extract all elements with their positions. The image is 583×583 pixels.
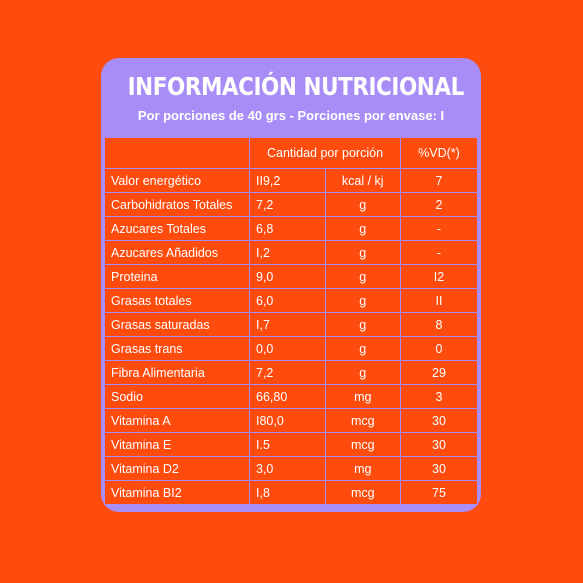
table-row: Proteina 9,0 g I2	[104, 264, 478, 289]
nutrient-name: Carbohidratos Totales	[104, 192, 250, 217]
nutrient-value: I,8	[249, 480, 326, 505]
nutrition-card: INFORMACIÓN NUTRICIONAL Por porciones de…	[101, 58, 481, 512]
nutrient-value: II9,2	[249, 168, 326, 193]
nutrient-name: Fibra Alimentaria	[104, 360, 250, 385]
table-row: Vitamina E I.5 mcg 30	[104, 432, 478, 457]
nutrient-unit: mcg	[324, 432, 401, 457]
nutrient-unit: g	[324, 336, 401, 361]
nutrient-vd: 3	[400, 384, 478, 409]
table-row: Azucares Añadidos I,2 g -	[104, 240, 478, 265]
nutrient-value: I,2	[249, 240, 326, 265]
header-cantidad: Cantidad por porción	[249, 137, 401, 169]
nutrient-vd: 8	[400, 312, 478, 337]
table-row: Sodio 66,80 mg 3	[104, 384, 478, 409]
nutrient-vd: -	[400, 216, 478, 241]
nutrient-name: Vitamina E	[104, 432, 250, 457]
nutrient-vd: 75	[400, 480, 478, 505]
nutrient-unit: g	[324, 360, 401, 385]
nutrient-vd: 30	[400, 432, 478, 457]
nutrient-unit: mg	[324, 384, 401, 409]
nutrient-name: Sodio	[104, 384, 250, 409]
nutrient-value: 6,8	[249, 216, 326, 241]
nutrient-value: I.5	[249, 432, 326, 457]
nutrient-name: Azucares Totales	[104, 216, 250, 241]
nutrient-value: I,7	[249, 312, 326, 337]
nutrient-unit: g	[324, 312, 401, 337]
nutrition-title: INFORMACIÓN NUTRICIONAL	[127, 72, 465, 101]
nutrient-vd: 2	[400, 192, 478, 217]
nutrient-value: 66,80	[249, 384, 326, 409]
nutrient-vd: I2	[400, 264, 478, 289]
table-row: Grasas saturadas I,7 g 8	[104, 312, 478, 337]
table-row: Carbohidratos Totales 7,2 g 2	[104, 192, 478, 217]
nutrient-name: Grasas trans	[104, 336, 250, 361]
nutrient-vd: II	[400, 288, 478, 313]
nutrient-unit: g	[324, 216, 401, 241]
table-row: Grasas trans 0,0 g 0	[104, 336, 478, 361]
nutrient-name: Grasas totales	[104, 288, 250, 313]
table-body: Valor energético II9,2 kcal / kj 7 Carbohidr…	[104, 168, 478, 505]
nutrient-name: Azucares Añadidos	[104, 240, 250, 265]
table-row: Azucares Totales 6,8 g -	[104, 216, 478, 241]
nutrient-name: Vitamina BI2	[104, 480, 250, 505]
nutrient-value: 9,0	[249, 264, 326, 289]
nutrient-value: 6,0	[249, 288, 326, 313]
nutrient-vd: 7	[400, 168, 478, 193]
nutrient-value: 7,2	[249, 192, 326, 217]
nutrient-unit: g	[324, 264, 401, 289]
nutrient-name: Vitamina A	[104, 408, 250, 433]
nutrient-name: Proteina	[104, 264, 250, 289]
table-row: Vitamina BI2 I,8 mcg 75	[104, 480, 478, 505]
header-blank	[104, 137, 250, 169]
table-row: Fibra Alimentaria 7,2 g 29	[104, 360, 478, 385]
nutrient-vd: 30	[400, 408, 478, 433]
nutrient-name: Grasas saturadas	[104, 312, 250, 337]
nutrient-value: I80,0	[249, 408, 326, 433]
table-row: Vitamina A I80,0 mcg 30	[104, 408, 478, 433]
nutrition-table: Cantidad por porción %VD(*) Valor energé…	[104, 137, 478, 505]
nutrient-vd: -	[400, 240, 478, 265]
nutrient-name: Vitamina D2	[104, 456, 250, 481]
nutrient-vd: 0	[400, 336, 478, 361]
nutrient-vd: 30	[400, 456, 478, 481]
nutrient-unit: kcal / kj	[324, 168, 401, 193]
nutrient-unit: g	[324, 192, 401, 217]
nutrient-unit: mcg	[324, 480, 401, 505]
table-row: Valor energético II9,2 kcal / kj 7	[104, 168, 478, 193]
nutrient-value: 0,0	[249, 336, 326, 361]
nutrient-value: 7,2	[249, 360, 326, 385]
nutrient-vd: 29	[400, 360, 478, 385]
nutrient-name: Valor energético	[104, 168, 250, 193]
nutrient-unit: g	[324, 288, 401, 313]
nutrient-unit: mg	[324, 456, 401, 481]
table-header-row: Cantidad por porción %VD(*)	[104, 137, 478, 169]
table-row: Grasas totales 6,0 g II	[104, 288, 478, 313]
nutrient-value: 3,0	[249, 456, 326, 481]
nutrient-unit: g	[324, 240, 401, 265]
table-row: Vitamina D2 3,0 mg 30	[104, 456, 478, 481]
header-vd: %VD(*)	[400, 137, 478, 169]
nutrition-subtitle: Por porciones de 40 grs - Porciones por …	[137, 108, 445, 123]
nutrient-unit: mcg	[324, 408, 401, 433]
